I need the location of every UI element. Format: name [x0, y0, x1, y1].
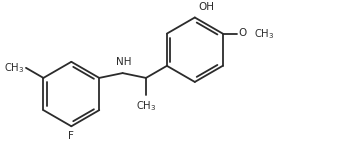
Text: CH$_3$: CH$_3$	[136, 99, 156, 113]
Text: CH$_3$: CH$_3$	[254, 27, 274, 41]
Text: F: F	[68, 132, 74, 141]
Text: OH: OH	[199, 2, 215, 12]
Text: CH$_3$: CH$_3$	[4, 61, 24, 75]
Text: NH: NH	[116, 57, 131, 67]
Text: O: O	[238, 28, 246, 38]
